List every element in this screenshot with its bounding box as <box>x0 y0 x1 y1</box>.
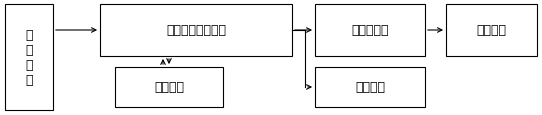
Bar <box>115 67 223 107</box>
Bar <box>100 5 292 56</box>
Text: 直流负载: 直流负载 <box>355 81 385 94</box>
Bar <box>315 67 425 107</box>
Text: 离网逆变器: 离网逆变器 <box>351 24 389 37</box>
Bar <box>5 5 53 110</box>
Text: 光
伏
阵
列: 光 伏 阵 列 <box>25 29 33 86</box>
Text: 光伏充放电控制器: 光伏充放电控制器 <box>166 24 226 37</box>
Text: 交流负载: 交流负载 <box>476 24 507 37</box>
Text: 蓄电池组: 蓄电池组 <box>154 81 184 94</box>
Bar <box>315 5 425 56</box>
Bar <box>446 5 537 56</box>
